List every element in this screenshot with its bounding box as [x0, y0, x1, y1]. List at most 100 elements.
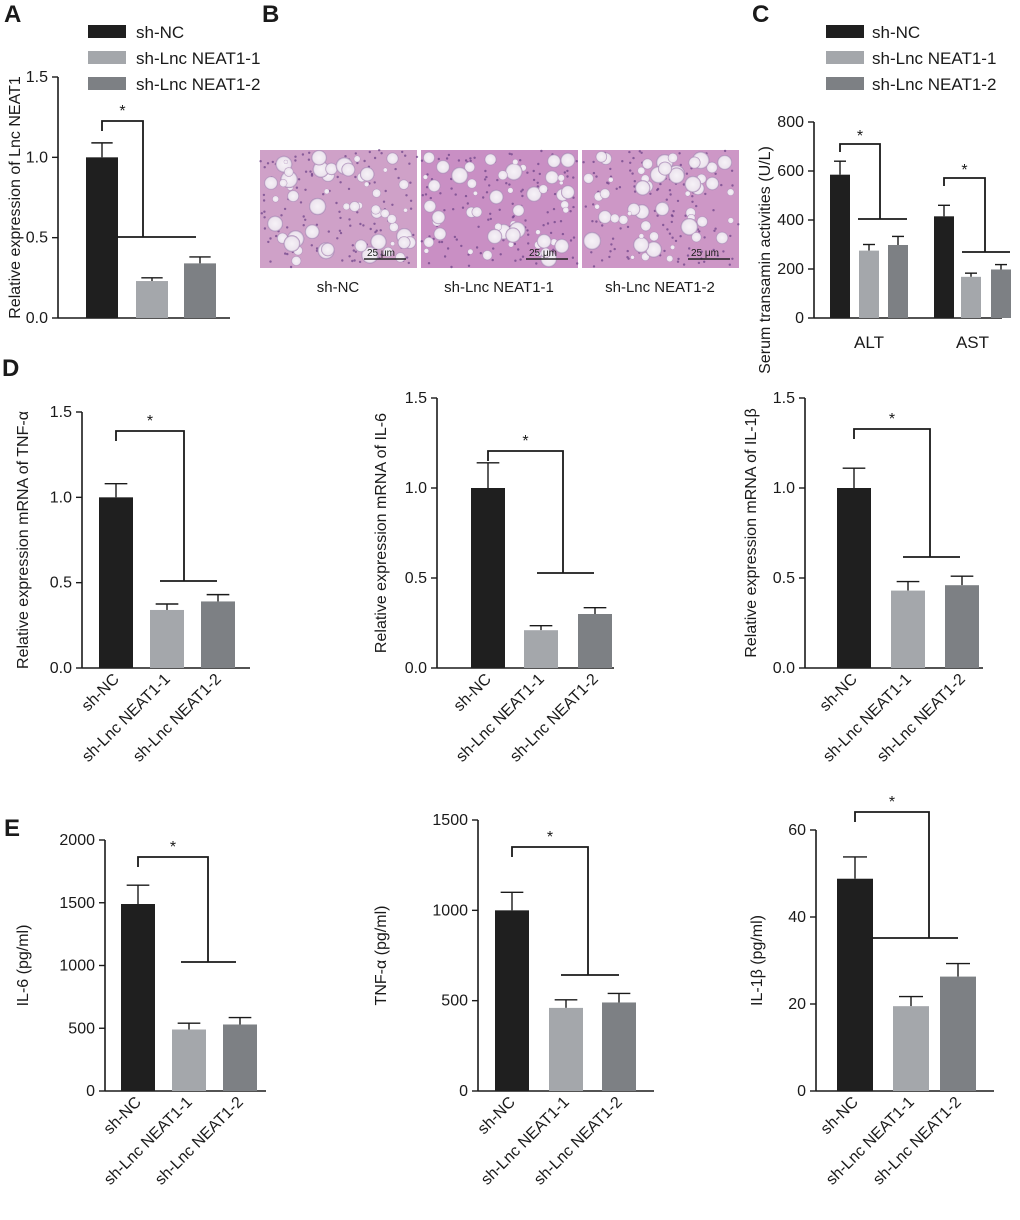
- bar-sh-nc: [86, 157, 118, 318]
- significance-bracket: [115, 430, 185, 581]
- nucleus-dot: [348, 255, 351, 258]
- lipid-vacuole: [505, 163, 523, 181]
- significance-star: *: [119, 103, 125, 120]
- legend-a: sh-NC sh-Lnc NEAT1-1 sh-Lnc NEAT1-2: [88, 23, 260, 94]
- lipid-vacuole: [284, 167, 294, 177]
- nucleus-dot: [356, 211, 359, 214]
- lipid-vacuole: [354, 239, 368, 253]
- nucleus-dot: [461, 206, 465, 209]
- lipid-vacuole: [642, 158, 653, 170]
- lipid-vacuole: [364, 181, 370, 187]
- nucleus-dot: [730, 169, 734, 172]
- nucleus-dot: [527, 242, 530, 245]
- y-axis-title: Relative expression mRNA of IL-6: [373, 413, 390, 653]
- lipid-vacuole: [272, 195, 279, 203]
- x-tick-label-sh-nc: sh-NC: [79, 671, 123, 715]
- nucleus-dot: [656, 188, 659, 192]
- lipid-vacuole: [342, 202, 350, 211]
- legend-c-swatch-sh-lnc-neat1-2: [826, 77, 864, 90]
- lipid-vacuole: [696, 216, 708, 228]
- x-tick-label-sh-lnc-neat1-2: sh-Lnc NEAT1-2: [152, 1094, 247, 1189]
- lipid-vacuole: [398, 179, 409, 190]
- nucleus-dot: [595, 220, 598, 223]
- nucleus-dot: [592, 203, 595, 206]
- nucleus-dot: [454, 193, 457, 196]
- nucleus-dot: [407, 261, 410, 265]
- nucleus-dot: [540, 149, 543, 153]
- lipid-vacuole: [706, 161, 718, 174]
- nucleus-dot: [284, 252, 287, 255]
- nucleus-dot: [691, 195, 694, 198]
- nucleus-dot: [538, 172, 541, 176]
- lipid-vacuole: [353, 155, 361, 163]
- nucleus-dot: [269, 237, 272, 240]
- nucleus-dot: [633, 185, 636, 188]
- nucleus-dot: [404, 154, 407, 157]
- nucleus-dot: [712, 248, 715, 252]
- nucleus-dot: [716, 254, 719, 257]
- legend-a-label-sh-lnc-neat1-1: sh-Lnc NEAT1-1: [136, 49, 260, 68]
- nucleus-dot: [649, 192, 652, 195]
- nucleus-dot: [633, 190, 637, 193]
- nucleus-dot: [521, 255, 525, 258]
- nucleus-dot: [524, 219, 527, 222]
- nucleus-dot: [536, 185, 539, 188]
- bar-sh-lnc-neat1-2: [578, 614, 612, 668]
- nucleus-dot: [379, 229, 382, 232]
- nucleus-dot: [338, 229, 342, 232]
- nucleus-dot: [405, 194, 408, 197]
- legend-a-swatch-sh-nc: [88, 25, 126, 38]
- nucleus-dot: [584, 205, 587, 208]
- nucleus-dot: [511, 216, 515, 219]
- bar-sh-lnc-neat1-2: [945, 585, 979, 668]
- x-tick-label-sh-nc: sh-NC: [817, 671, 861, 715]
- nucleus-dot: [485, 191, 489, 194]
- bar-sh-nc: [837, 488, 871, 668]
- nucleus-dot: [263, 166, 266, 169]
- lipid-vacuole: [547, 154, 561, 168]
- nucleus-dot: [610, 243, 613, 246]
- scale-label-sh-lnc-neat1-2: 25 μm: [691, 248, 719, 259]
- y-tick-label: 0.5: [773, 570, 795, 587]
- lipid-vacuole: [561, 185, 575, 200]
- nucleus-dot: [731, 184, 734, 187]
- nucleus-dot: [569, 210, 572, 213]
- nucleus-dot: [592, 265, 596, 268]
- nucleus-dot: [621, 160, 624, 163]
- y-tick-label: 800: [777, 114, 804, 131]
- nucleus-dot: [322, 193, 325, 196]
- bar-ast-sh-lnc-neat1-1: [961, 276, 981, 318]
- significance-bracket: [854, 811, 930, 938]
- lipid-vacuole: [390, 241, 395, 246]
- lipid-vacuole: [685, 190, 691, 197]
- y-tick-label: 0: [797, 1083, 806, 1100]
- bar-sh-lnc-neat1-2: [602, 1002, 636, 1091]
- bar-sh-nc: [495, 910, 529, 1091]
- bar-sh-lnc-neat1-2: [940, 976, 976, 1091]
- nucleus-dot: [283, 207, 287, 211]
- lipid-vacuole: [467, 248, 474, 255]
- lipid-vacuole: [464, 161, 476, 173]
- nucleus-dot: [467, 264, 471, 267]
- nucleus-dot: [446, 247, 450, 250]
- nucleus-dot: [629, 169, 632, 172]
- lipid-vacuole: [640, 220, 652, 232]
- nucleus-dot: [348, 218, 351, 221]
- nucleus-dot: [489, 212, 492, 215]
- nucleus-dot: [569, 239, 573, 242]
- nucleus-dot: [391, 203, 394, 206]
- nucleus-dot: [592, 160, 595, 164]
- bar-sh-nc: [471, 488, 505, 668]
- nucleus-dot: [445, 157, 449, 160]
- lipid-vacuole: [508, 241, 514, 248]
- nucleus-dot: [688, 247, 691, 250]
- nucleus-dot: [613, 247, 616, 251]
- lipid-vacuole: [370, 204, 381, 215]
- lipid-vacuole: [489, 189, 504, 205]
- nucleus-dot: [301, 153, 305, 156]
- lipid-vacuole: [727, 188, 735, 196]
- lipid-vacuole: [309, 197, 327, 216]
- lipid-vacuole: [562, 206, 569, 214]
- nucleus-dot: [633, 180, 636, 183]
- lipid-vacuole: [311, 150, 327, 166]
